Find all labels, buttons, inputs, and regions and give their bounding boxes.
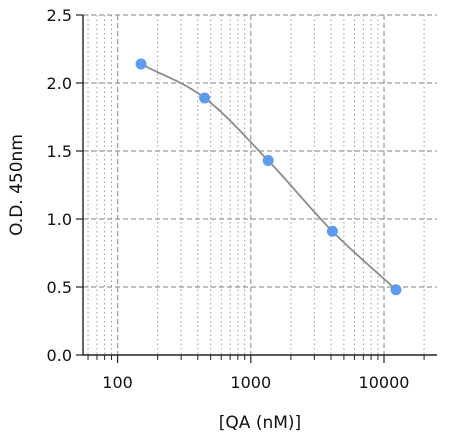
y-tick-label: 2.5 [47, 6, 72, 25]
tick-marks [76, 14, 425, 363]
y-tick-label: 0.0 [47, 346, 72, 365]
fit-curve-layer [140, 63, 397, 291]
x-axis-label: [QA (nM)] [219, 413, 301, 433]
fit-curve [140, 63, 397, 291]
data-points [135, 58, 402, 296]
data-point [199, 92, 211, 104]
data-point [262, 155, 274, 167]
tick-labels: 100 1000 10000 0.0 0.5 1.0 1.5 2.0 2.5 [47, 6, 410, 392]
y-tick-label: 2.0 [47, 74, 72, 93]
major-gridlines [83, 14, 437, 355]
y-tick-label: 0.5 [47, 278, 72, 297]
x-tick-label: 1000 [230, 373, 271, 392]
data-point [135, 58, 147, 70]
x-tick-label: 100 [102, 373, 133, 392]
y-axis-label: O.D. 450nm [7, 134, 27, 236]
data-point [326, 225, 338, 237]
y-tick-label: 1.5 [47, 142, 72, 161]
x-tick-label: 10000 [359, 373, 410, 392]
data-point [390, 284, 402, 296]
y-tick-label: 1.0 [47, 210, 72, 229]
